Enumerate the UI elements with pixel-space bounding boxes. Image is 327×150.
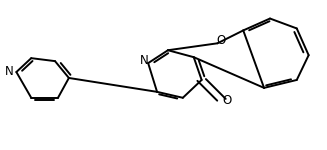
Text: N: N — [140, 54, 149, 67]
Text: O: O — [223, 94, 232, 107]
Text: O: O — [216, 34, 225, 46]
Text: N: N — [5, 65, 14, 78]
